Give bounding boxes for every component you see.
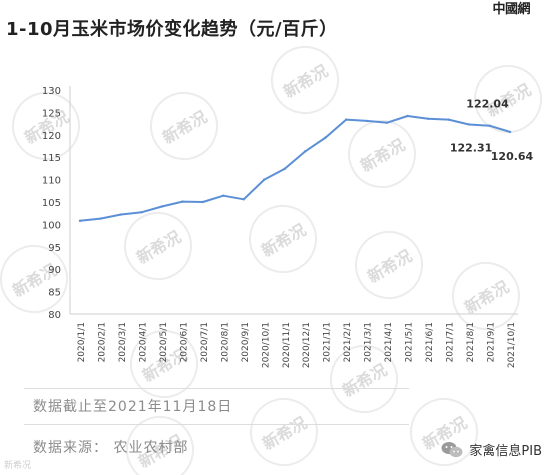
y-tick-label: 100 [42, 220, 61, 231]
chart-title: 1-10月玉米市场价变化趋势（元/百斤） [6, 19, 338, 40]
data-label: 122.04 [466, 98, 509, 111]
series-line [79, 115, 511, 222]
x-tick-label: 2020/6/1 [179, 322, 189, 362]
y-tick-label: 80 [48, 310, 61, 321]
data-point [242, 198, 246, 201]
y-tick-label: 95 [48, 243, 61, 254]
wechat-account-name: 家禽信息PIB [469, 444, 542, 459]
y-tick-label: 90 [48, 265, 61, 276]
x-tick-label: 2020/9/1 [241, 322, 251, 362]
data-point [140, 211, 143, 214]
x-tick-label: 2021/1/1 [323, 322, 333, 362]
data-point [201, 200, 205, 204]
x-tick-label: 2021/5/1 [405, 322, 415, 362]
data-point [344, 118, 348, 121]
data-point [508, 130, 512, 134]
data-point [99, 217, 102, 220]
bottom-watermark: 新希况 [4, 461, 32, 471]
data-point [385, 121, 389, 124]
x-tick-label: 2020/1/1 [77, 322, 87, 362]
data-label: 122.31 [450, 141, 492, 154]
wechat-icon [441, 441, 463, 459]
data-point [263, 178, 266, 181]
x-tick-label: 2020/5/1 [159, 322, 169, 362]
x-tick-label: 2021/10/1 [507, 322, 517, 368]
divider [24, 424, 409, 425]
x-tick-label: 2020/10/1 [261, 322, 271, 368]
data-point [467, 123, 471, 126]
data-point [78, 219, 82, 223]
y-tick-label: 125 [42, 108, 61, 119]
line-chart: 80 85 90 95 100 105 110 115 120 125 130 2020/1/1 202… [42, 86, 534, 368]
x-tick-label: 2020/7/1 [200, 322, 210, 362]
wechat-account[interactable]: 家禽信息PIB [441, 440, 542, 459]
y-tick-label: 110 [42, 176, 61, 187]
x-tick-label: 2020/8/1 [220, 322, 230, 362]
y-tick-label: 85 [48, 288, 61, 299]
x-tick-label: 2021/9/1 [487, 322, 497, 362]
y-tick-label: 105 [42, 198, 61, 209]
data-point [365, 119, 368, 123]
x-tick-label: 2021/8/1 [466, 322, 476, 362]
site-logo: 中國網 [492, 2, 530, 17]
data-point [426, 117, 430, 120]
data-label: 120.64 [491, 150, 534, 163]
data-point [119, 213, 123, 216]
x-tick-label: 2021/3/1 [364, 322, 374, 362]
data-point [181, 200, 184, 203]
y-tick-label: 115 [42, 153, 61, 164]
data-point [160, 205, 164, 208]
y-tick-label: 130 [42, 86, 61, 97]
x-tick-label: 2021/7/1 [446, 322, 456, 362]
data-point [222, 194, 225, 197]
x-tick-label: 2021/6/1 [425, 322, 435, 362]
data-point [324, 136, 327, 139]
x-tick-label: 2020/4/1 [138, 322, 148, 362]
x-tick-label: 2020/2/1 [97, 322, 107, 362]
x-tick-label: 2020/12/1 [302, 322, 312, 368]
data-source-note: 数据来源： 农业农村部 [33, 440, 189, 456]
x-tick-label: 2021/4/1 [384, 322, 394, 362]
divider [24, 388, 409, 389]
data-point [283, 167, 286, 171]
x-tick-label: 2020/3/1 [118, 322, 128, 362]
data-cutoff-note: 数据截止至2021年11月18日 [33, 399, 233, 415]
data-point [406, 114, 409, 118]
x-tick-label: 2020/11/1 [282, 322, 292, 368]
data-point [447, 118, 450, 121]
x-tick-label: 2021/2/1 [343, 322, 353, 362]
data-point [304, 150, 307, 153]
y-tick-label: 120 [42, 131, 61, 142]
data-point [488, 124, 491, 127]
